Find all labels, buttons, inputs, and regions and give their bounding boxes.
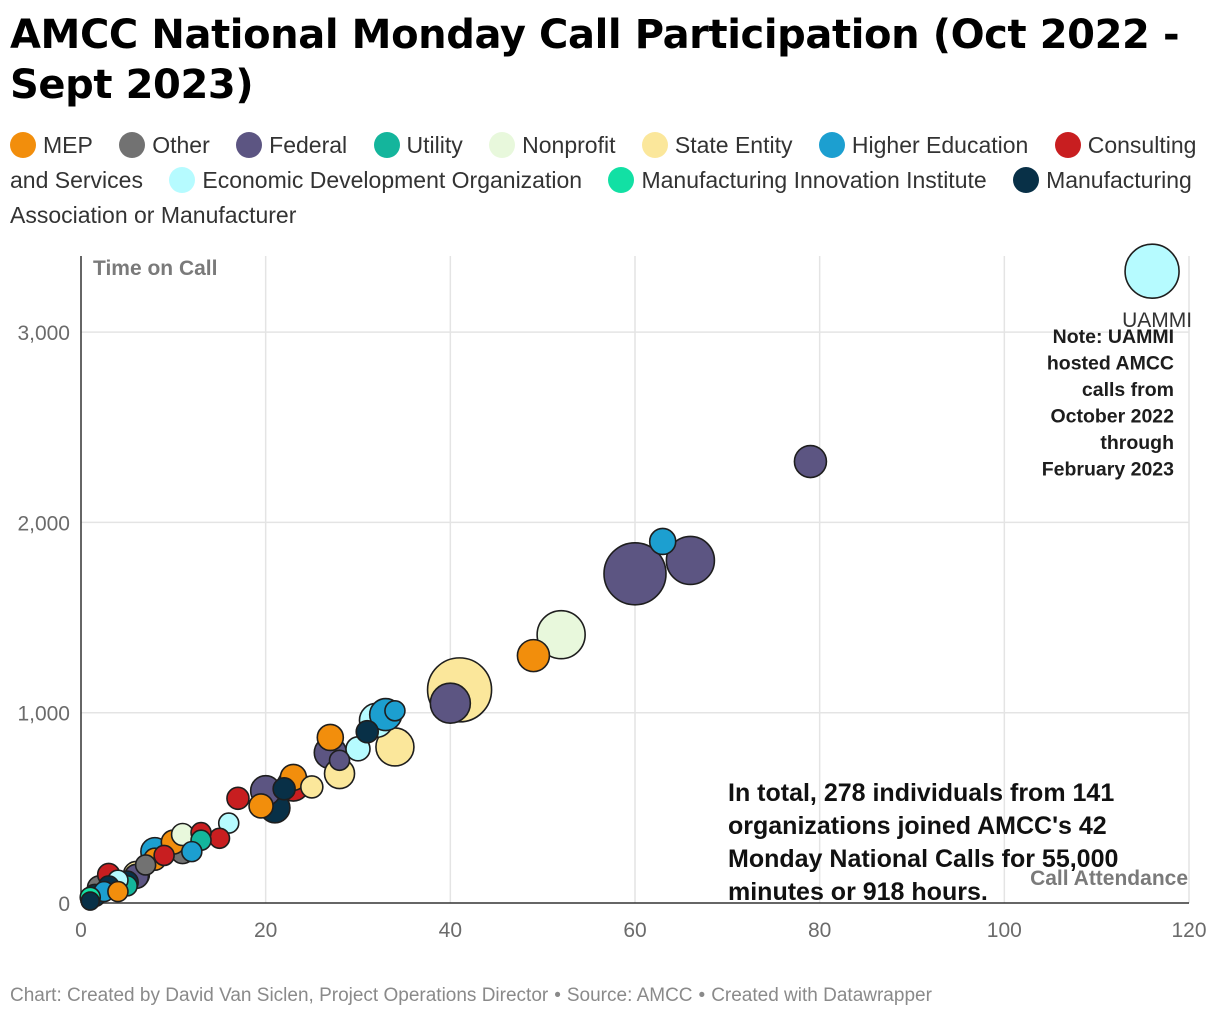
legend-label: Federal xyxy=(269,132,348,158)
x-tick-label: 80 xyxy=(808,919,831,940)
data-point xyxy=(648,527,677,556)
note-annotation-line: February 2023 xyxy=(1042,459,1174,481)
legend-swatch-icon xyxy=(10,132,36,158)
data-point xyxy=(384,700,406,722)
data-point xyxy=(793,444,828,479)
y-tick-label: 1,000 xyxy=(17,703,70,726)
legend-label: Nonprofit xyxy=(522,132,616,158)
legend-swatch-icon xyxy=(373,132,400,158)
data-point xyxy=(429,682,472,724)
legend-swatch-icon xyxy=(641,132,668,158)
chart-footer: Chart: Created by David Van Siclen, Proj… xyxy=(10,985,932,1007)
y-tick-label: 3,000 xyxy=(17,322,70,345)
total-annotation-line: organizations joined AMCC's 42 xyxy=(728,812,1107,840)
legend-item: Federal xyxy=(236,132,347,158)
legend-label: Higher Education xyxy=(851,132,1029,158)
note-annotation-line: calls from xyxy=(1082,379,1174,401)
point-label: UAMMI xyxy=(1122,309,1192,332)
footer-separator-1: • xyxy=(554,985,561,1006)
data-point xyxy=(1124,243,1180,300)
scatter-chart: 0 20 40 60 80 100 120 0 1,000 2,000 3,000 Time on C… xyxy=(17,243,1207,940)
data-point xyxy=(272,777,296,801)
legend-item: Higher Education xyxy=(818,132,1029,158)
x-tick-label: 100 xyxy=(987,919,1022,940)
legend-label: Consulting and Services xyxy=(10,132,1197,193)
legend-item: State Entity xyxy=(641,132,793,158)
total-annotation-line: Monday National Calls for 55,000 xyxy=(728,845,1118,873)
x-axis-label: Call Attendance xyxy=(1030,867,1188,890)
legend-label: State Entity xyxy=(674,132,793,158)
legend: MEP Other Federal Utility Nonprofit Stat… xyxy=(10,128,1210,233)
chart-title: AMCC National Monday Call Participation … xyxy=(10,12,1180,108)
note-annotation-line: through xyxy=(1100,432,1174,454)
legend-label: Manufacturing Association or Manufacture… xyxy=(10,167,1192,228)
legend-swatch-icon xyxy=(608,167,635,193)
data-point xyxy=(248,793,274,819)
legend-swatch-icon xyxy=(169,167,196,193)
x-tick-label: 120 xyxy=(1171,919,1206,940)
note-annotation-line: October 2022 xyxy=(1050,406,1174,428)
data-point xyxy=(536,609,586,660)
footer-separator-2: • xyxy=(698,985,706,1006)
y-axis-label: Time on Call xyxy=(93,257,217,280)
legend-item: Nonprofit xyxy=(489,132,615,158)
x-tick-label: 0 xyxy=(75,919,87,940)
legend-item: MEP xyxy=(10,132,93,158)
data-point xyxy=(603,541,667,606)
total-annotation-line: minutes or 918 hours. xyxy=(728,878,988,906)
footer-credit: Chart: Created by David Van Siclen, Proj… xyxy=(10,985,549,1006)
legend-label: Manufacturing Innovation Institute xyxy=(641,167,987,193)
legend-swatch-icon xyxy=(489,132,516,158)
legend-item: Other xyxy=(119,132,210,158)
data-point xyxy=(134,854,157,876)
legend-label: Economic Development Organization xyxy=(202,167,583,193)
data-point xyxy=(226,786,250,811)
data-point xyxy=(516,638,551,673)
note-annotation-line: hosted AMCC xyxy=(1047,353,1174,375)
legend-label: Utility xyxy=(406,132,463,158)
data-point xyxy=(355,719,380,744)
total-annotation-line: In total, 278 individuals from 141 xyxy=(728,779,1114,807)
legend-item: Consulting and Services xyxy=(10,132,1196,193)
note-annotation-line: Note: UAMMI xyxy=(1053,326,1174,348)
legend-swatch-icon xyxy=(818,132,845,158)
data-point xyxy=(316,723,345,752)
y-tick-label: 2,000 xyxy=(17,512,70,535)
data-point xyxy=(665,535,716,586)
data-point xyxy=(107,880,129,903)
data-point xyxy=(328,749,351,772)
footer-source: Source: AMCC xyxy=(566,985,693,1006)
legend-item: Manufacturing Association or Manufacture… xyxy=(10,167,1192,228)
legend-swatch-icon xyxy=(236,132,263,158)
legend-item: Economic Development Organization xyxy=(169,167,582,193)
legend-label: Other xyxy=(152,132,210,158)
data-point xyxy=(153,844,175,867)
legend-swatch-icon xyxy=(1054,132,1081,158)
footer-tool: Created with Datawrapper xyxy=(711,985,932,1006)
y-tick-label: 0 xyxy=(58,893,70,916)
legend-item: Utility xyxy=(373,132,463,158)
legend-swatch-icon xyxy=(119,132,146,158)
data-point xyxy=(300,775,324,799)
x-tick-label: 20 xyxy=(254,919,277,940)
data-point xyxy=(208,827,231,850)
legend-label: MEP xyxy=(43,132,93,158)
legend-item: Manufacturing Innovation Institute xyxy=(608,167,987,193)
x-tick-label: 40 xyxy=(439,919,462,940)
x-tick-label: 60 xyxy=(623,919,646,940)
legend-swatch-icon xyxy=(1013,167,1040,193)
data-point xyxy=(181,840,203,863)
data-point xyxy=(80,891,101,911)
